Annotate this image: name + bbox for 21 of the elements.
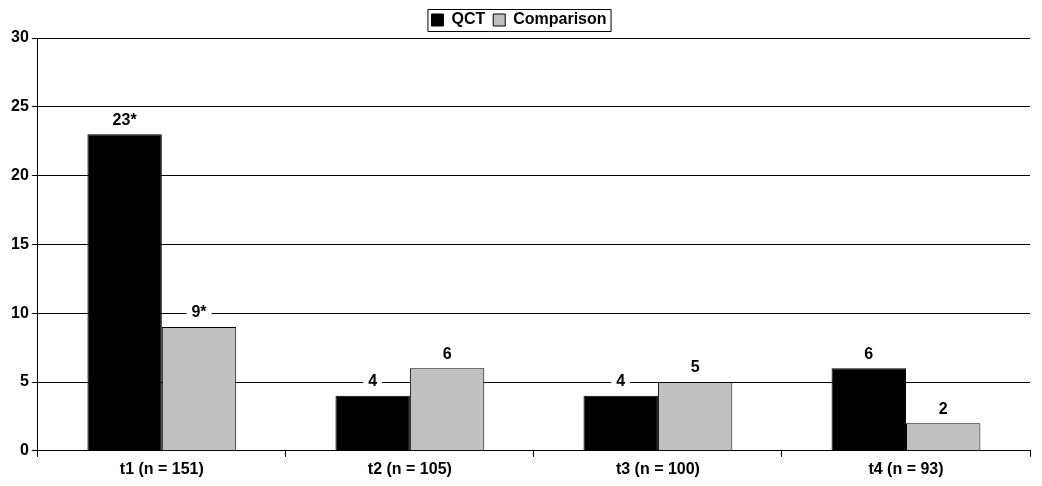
y-tick-label: 25 <box>11 97 29 115</box>
data-label: 6 <box>864 344 874 362</box>
x-tick-label: t2 (n = 105) <box>367 459 452 477</box>
data-label: 23* <box>112 110 138 128</box>
x-tick-label: t4 (n = 93) <box>868 459 944 477</box>
x-tick-label: t3 (n = 100) <box>615 459 700 477</box>
y-tick-label: 20 <box>11 166 29 184</box>
data-label: 4 <box>616 372 626 390</box>
y-tick-label: 15 <box>11 234 29 252</box>
data-label: 4 <box>368 372 378 390</box>
y-tick-label: 0 <box>19 441 29 459</box>
legend-label: Comparison <box>513 10 607 28</box>
x-tick-label: t1 (n = 151) <box>119 459 204 477</box>
legend-label: QCT <box>451 10 486 28</box>
data-label: 6 <box>442 344 452 362</box>
y-tick-label: 30 <box>11 28 29 46</box>
y-tick-label: 10 <box>11 303 29 321</box>
y-tick-label: 5 <box>19 372 29 390</box>
data-label: 9* <box>191 303 208 321</box>
data-label: 2 <box>938 399 948 417</box>
data-label: 5 <box>690 358 700 376</box>
